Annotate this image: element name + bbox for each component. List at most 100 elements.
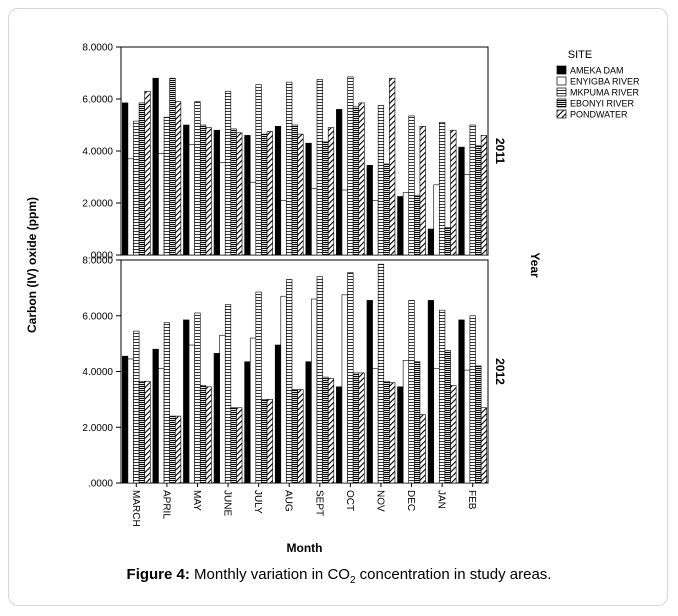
- bar-2012-jan-ebonyi-river: [444, 350, 451, 484]
- x-tick-label: MAY: [191, 490, 202, 511]
- x-tick-label: APRIL: [160, 490, 171, 519]
- bar-2011-aug-enyigba-river: [280, 200, 287, 256]
- bar-2012-nov-mkpuma-river: [377, 263, 385, 484]
- bar-2012-july-pondwater: [266, 399, 273, 484]
- panel-year-label: 2012: [493, 358, 507, 385]
- bar-2012-aug-mkpuma-river: [286, 279, 293, 484]
- bar-2011-march-ameka-dam: [121, 102, 129, 256]
- figure-caption: Figure 4: Monthly variation in CO2 conce…: [0, 566, 678, 586]
- bar-2012-sept-mkpuma-river: [316, 276, 323, 484]
- bar-2012-dec-ameka-dam: [397, 386, 404, 484]
- y-axis-title: Carbon (IV) oxide (ppm): [25, 197, 39, 333]
- x-axis-title: Month: [287, 541, 323, 555]
- bar-2012-july-mkpuma-river: [255, 291, 262, 484]
- bar-2011-sept-ameka-dam: [305, 142, 312, 256]
- bar-2012-oct-ebonyi-river: [352, 372, 360, 484]
- bar-2012-sept-pondwater: [327, 378, 335, 484]
- bar-2012-nov-ebonyi-river: [383, 380, 390, 484]
- bar-2012-nov-ameka-dam: [366, 300, 373, 484]
- bar-2012-april-enyigba-river: [158, 368, 165, 484]
- panel-year-label: 2011: [493, 138, 507, 164]
- bar-2011-dec-enyigba-river: [402, 192, 410, 256]
- y-tick-label: 8.0000: [82, 256, 113, 267]
- legend-swatch: [556, 98, 567, 108]
- bar-2012-may-ameka-dam: [183, 319, 190, 484]
- bar-2012-oct-ameka-dam: [336, 386, 343, 484]
- bar-2012-june-ameka-dam: [213, 353, 220, 484]
- panel-2011-frame: [120, 46, 489, 256]
- bar-2011-jan-mkpuma-river: [439, 122, 446, 256]
- bar-2011-aug-pondwater: [297, 133, 304, 256]
- bar-2012-jan-ameka-dam: [427, 300, 435, 484]
- panel-2012-frame: [120, 259, 489, 484]
- caption-text: Monthly variation in CO: [194, 566, 350, 583]
- bar-2012-march-pondwater: [144, 380, 151, 484]
- legend-label: EBONYI RIVER: [570, 99, 635, 109]
- y-tick-label: .0000: [88, 479, 113, 490]
- y-tick-label: 6.0000: [82, 311, 113, 322]
- bar-2012-dec-mkpuma-river: [408, 300, 415, 484]
- bar-2012-april-ameka-dam: [152, 348, 159, 484]
- bar-2011-may-pondwater: [205, 127, 212, 256]
- bar-2012-aug-ebonyi-river: [291, 389, 298, 484]
- caption-subscript: 2: [349, 575, 356, 586]
- bar-2012-april-pondwater: [174, 415, 182, 484]
- bar-2011-feb-ameka-dam: [458, 146, 465, 256]
- bar-2011-aug-mkpuma-river: [286, 81, 293, 256]
- bar-2012-feb-pondwater: [480, 407, 488, 484]
- bar-2011-jan-ebonyi-river: [444, 227, 451, 256]
- bar-2012-oct-enyigba-river: [341, 294, 348, 484]
- bar-2011-june-mkpuma-river: [224, 90, 232, 256]
- bar-2011-april-ameka-dam: [152, 77, 159, 256]
- bar-2011-june-ebonyi-river: [230, 128, 237, 256]
- bar-2012-july-ebonyi-river: [261, 399, 268, 484]
- bar-2011-june-enyigba-river: [219, 162, 226, 256]
- y-tick-label: 4.0000: [82, 147, 113, 158]
- bar-2011-march-ebonyi-river: [138, 102, 145, 256]
- bar-2011-feb-enyigba-river: [464, 174, 471, 256]
- bar-2011-may-ameka-dam: [183, 124, 190, 256]
- x-tick-label: JAN: [436, 490, 447, 509]
- bar-2012-may-ebonyi-river: [199, 385, 207, 484]
- x-tick-label: OCT: [344, 490, 355, 511]
- bar-2011-aug-ameka-dam: [274, 126, 282, 256]
- bar-2011-nov-ameka-dam: [366, 165, 373, 256]
- bar-2011-may-mkpuma-river: [194, 101, 201, 256]
- bar-2012-dec-pondwater: [419, 414, 426, 484]
- bar-2011-july-ameka-dam: [244, 135, 251, 256]
- bar-2011-jan-pondwater: [450, 129, 457, 256]
- bar-2011-oct-pondwater: [358, 102, 365, 256]
- bar-2012-june-ebonyi-river: [230, 407, 237, 484]
- bar-2011-feb-mkpuma-river: [469, 124, 476, 256]
- legend-swatch: [556, 65, 567, 75]
- caption-text-after: concentration in study areas.: [355, 566, 552, 583]
- bar-2012-july-ameka-dam: [244, 361, 251, 484]
- bar-2012-sept-ebonyi-river: [322, 376, 329, 484]
- x-tick-label: AUG: [283, 490, 294, 512]
- bar-2011-nov-ebonyi-river: [383, 163, 390, 256]
- legend-label: PONDWATER: [570, 110, 628, 120]
- bar-2011-oct-ameka-dam: [336, 109, 343, 256]
- bar-2011-oct-ebonyi-river: [352, 106, 360, 256]
- x-tick-label: JUNE: [222, 490, 233, 516]
- bar-2012-nov-enyigba-river: [372, 368, 379, 484]
- bar-2011-feb-pondwater: [480, 135, 488, 256]
- bar-2011-march-enyigba-river: [127, 158, 134, 256]
- y-tick-label: 8.0000: [82, 43, 113, 54]
- bar-2012-june-enyigba-river: [219, 334, 226, 484]
- bar-2012-dec-ebonyi-river: [414, 361, 421, 484]
- bar-2012-may-mkpuma-river: [194, 312, 201, 484]
- legend-label: AMEKA DAM: [570, 66, 624, 76]
- legend-swatch: [556, 76, 567, 86]
- y-tick-label: 2.0000: [82, 423, 113, 434]
- y-tick-label: .0000: [88, 251, 113, 262]
- bar-2011-sept-mkpuma-river: [316, 79, 323, 256]
- x-tick-label: FEB: [466, 490, 477, 510]
- bar-2012-jan-mkpuma-river: [439, 309, 446, 484]
- bar-2012-june-pondwater: [236, 407, 243, 484]
- caption-label: Figure 4:: [126, 566, 190, 583]
- bar-2012-aug-enyigba-river: [280, 295, 287, 484]
- bar-2011-sept-enyigba-river: [311, 188, 318, 256]
- bar-2011-nov-enyigba-river: [372, 200, 379, 256]
